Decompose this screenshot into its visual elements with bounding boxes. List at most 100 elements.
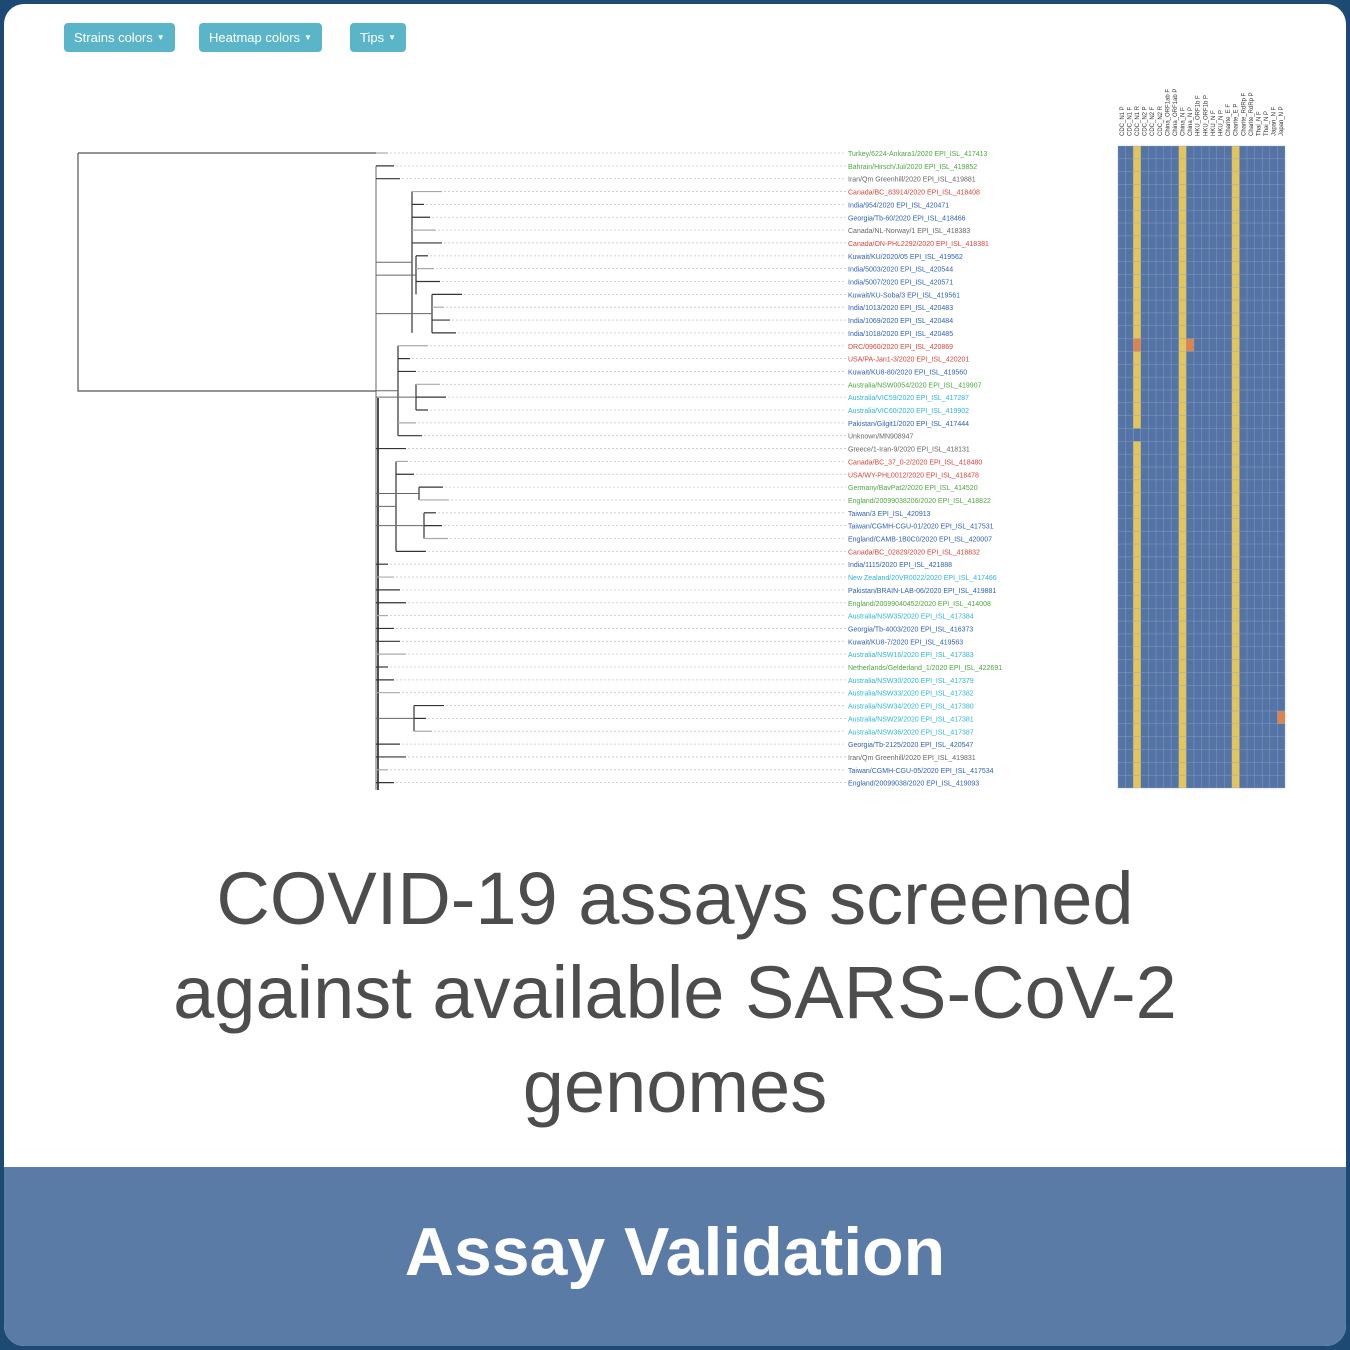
strain-label: Australia/NSW34/2020 EPI_ISL_417380 bbox=[848, 704, 974, 711]
strain-label: Taiwan/CGMH-CGU-01/2020 EPI_ISL_417531 bbox=[848, 524, 994, 531]
heatmap-column-label: Charite_E P bbox=[1234, 104, 1240, 136]
strain-label: India/5007/2020 EPI_ISL_420571 bbox=[848, 280, 953, 287]
heatmap-column-label: Charite_E F bbox=[1226, 104, 1232, 136]
strain-label: Kuwait/KU8-7/2020 EPI_ISL_419563 bbox=[848, 639, 963, 646]
strain-label: Australia/NSW36/2020 EPI_ISL_417387 bbox=[848, 729, 974, 736]
strains-colors-dropdown[interactable]: Strains colors ▼ bbox=[64, 23, 175, 52]
strain-label: India/1018/2020 EPI_ISL_420485 bbox=[848, 331, 953, 338]
strain-label: Canada/ON-PHL2292/2020 EPI_ISL_418381 bbox=[848, 241, 989, 248]
strain-label: USA/WY-PHL0012/2020 EPI_ISL_418478 bbox=[848, 472, 979, 479]
heatmap-colors-dropdown[interactable]: Heatmap colors ▼ bbox=[199, 23, 322, 52]
heatmap-column-label: Thai_N P bbox=[1264, 111, 1270, 136]
assay-validation-banner[interactable]: Assay Validation bbox=[4, 1167, 1346, 1346]
heatmap-column-label: China_N P bbox=[1188, 107, 1194, 136]
strain-label: Kuwait/KU-Soba/3 EPI_ISL_419561 bbox=[848, 292, 960, 299]
strains-colors-label: Strains colors bbox=[74, 30, 153, 45]
strain-label: Canada/NL-Norway/1 EPI_ISL_418383 bbox=[848, 228, 970, 235]
strain-label: Australia/NSW16/2020 EPI_ISL_417383 bbox=[848, 652, 974, 659]
caret-down-icon: ▼ bbox=[304, 33, 312, 42]
strain-label: Australia/NSW30/2020 EPI_ISL_417379 bbox=[848, 678, 974, 685]
heatmap-column-label: HKU_N F bbox=[1211, 110, 1217, 136]
strain-label: India/1013/2020 EPI_ISL_420483 bbox=[848, 305, 953, 312]
strain-label: India/5003/2020 EPI_ISL_420544 bbox=[848, 267, 953, 274]
heatmap-column-label: China_N F bbox=[1181, 107, 1187, 136]
strain-label: Australia/VIC59/2020 EPI_ISL_417287 bbox=[848, 395, 969, 402]
strain-label: England/CAMB-1B0C0/2020 EPI_ISL_420007 bbox=[848, 537, 992, 544]
strain-label: Netherlands/Gelderland_1/2020 EPI_ISL_42… bbox=[848, 665, 1002, 672]
heatmap-column-label: CDC_N2 R bbox=[1158, 105, 1164, 136]
heatmap-column-label: HKU_N P bbox=[1218, 110, 1224, 136]
strain-label: Iran/Qm Greenhill/2020 EPI_ISL_419831 bbox=[848, 755, 976, 762]
strain-label: Taiwan/CGMH-CGU-05/2020 EPI_ISL_417534 bbox=[848, 768, 994, 775]
strain-label: Canada/BC_02829/2020 EPI_ISL_418832 bbox=[848, 549, 980, 556]
heatmap-column-label: CDC_N2 F bbox=[1150, 106, 1156, 136]
tips-label: Tips bbox=[360, 30, 385, 45]
heatmap-column-label: Japan_N P bbox=[1279, 106, 1285, 136]
strain-label: England/20099038206/2020 EPI_ISL_418822 bbox=[848, 498, 991, 505]
strain-label: England/20099038/2020 EPI_ISL_419093 bbox=[848, 781, 979, 788]
heatmap-mismatch-cell bbox=[1277, 710, 1285, 724]
phylogeny-heatmap-panel: Strains colors ▼ Heatmap colors ▼ Tips ▼ Tu… bbox=[54, 18, 1304, 790]
heatmap-column-label: HKU_ORF1b P bbox=[1203, 95, 1209, 136]
strain-label: Canada/BC_83914/2020 EPI_ISL_418408 bbox=[848, 190, 980, 197]
tips-dropdown[interactable]: Tips ▼ bbox=[350, 23, 406, 52]
heatmap-column-label: CDC_N1 F bbox=[1127, 106, 1133, 136]
heatmap-column-label: Charite_RdRp F bbox=[1241, 92, 1247, 136]
strain-label: Australia/NSW29/2020 EPI_ISL_417381 bbox=[848, 716, 974, 723]
strain-label: England/20099040452/2020 EPI_ISL_414008 bbox=[848, 601, 991, 608]
strain-label: DRC/0960/2020 EPI_ISL_420869 bbox=[848, 344, 953, 351]
strain-label: Pakistan/BRAIN-LAB-06/2020 EPI_ISL_41988… bbox=[848, 588, 996, 595]
heatmap-column-labels: CDC_N1 P CDC_N1 F CDC_N1 R CDC_N2 P CDC_N2 F… bbox=[1120, 89, 1285, 136]
strain-label: Germany/BavPat2/2020 EPI_ISL_414520 bbox=[848, 485, 978, 492]
strain-label: Iran/Qm Greenhill/2020 EPI_ISL_419881 bbox=[848, 177, 976, 184]
heatmap-column-label: China_ORF1ab P bbox=[1173, 89, 1179, 136]
strain-label: Unknown/MN908947 bbox=[848, 434, 913, 441]
strain-label: Australia/NSW33/2020 EPI_ISL_417382 bbox=[848, 691, 974, 698]
strain-label: USA/PA-Jan1-3/2020 EPI_ISL_420201 bbox=[848, 357, 969, 364]
heatmap-column-label: Charite_RdRp P bbox=[1249, 92, 1255, 136]
strain-label: Australia/NSW0054/2020 EPI_ISL_419907 bbox=[848, 382, 982, 389]
phylogenetic-tree: Turkey/6224-Ankara1/2020 EPI_ISL_417413 B… bbox=[77, 89, 1286, 790]
heatmap-mismatch-cell bbox=[1133, 338, 1141, 352]
heatmap-mismatch-cell bbox=[1186, 338, 1194, 352]
strain-label: Turkey/6224-Ankara1/2020 EPI_ISL_417413 bbox=[848, 151, 988, 158]
caret-down-icon: ▼ bbox=[388, 33, 396, 42]
strain-label: India/954/2020 EPI_ISL_420471 bbox=[848, 202, 949, 209]
strain-label: Greece/1-Iran-9/2020 EPI_ISL_418131 bbox=[848, 447, 970, 454]
caret-down-icon: ▼ bbox=[156, 33, 165, 42]
caption-line-3: genomes bbox=[522, 1045, 828, 1128]
heatmap-cell bbox=[1133, 428, 1141, 442]
strain-label: Bahrain/Hirsch/Jul/2020 EPI_ISL_419852 bbox=[848, 164, 977, 171]
heatmap-colors-label: Heatmap colors bbox=[209, 30, 301, 45]
strain-label: New Zealand/20VR0022/2020 EPI_ISL_417466 bbox=[848, 575, 997, 582]
strain-label: Georgia/Tb-2125/2020 EPI_ISL_420547 bbox=[848, 742, 973, 749]
heatmap-column-label: CDC_N1 P bbox=[1120, 106, 1126, 136]
heatmap-column-label: CDC_N2 P bbox=[1143, 106, 1149, 136]
caption-line-2: against available SARS-CoV-2 bbox=[173, 951, 1177, 1034]
strain-label: Australia/VIC60/2020 EPI_ISL_419902 bbox=[848, 408, 969, 415]
strain-label: Kuwait/KU8-80/2020 EPI_ISL_419560 bbox=[848, 369, 967, 376]
heatmap-column-label: Japan_N F bbox=[1272, 106, 1278, 136]
tree-branches bbox=[77, 152, 462, 790]
heatmap-column-label: China_ORF1ab F bbox=[1165, 89, 1171, 136]
assay-validation-card[interactable]: Strains colors ▼ Heatmap colors ▼ Tips ▼ Tu… bbox=[4, 4, 1346, 1346]
strain-label: India/1115/2020 EPI_ISL_421888 bbox=[848, 562, 952, 569]
strain-label: Pakistan/Gilgit1/2020 EPI_ISL_417444 bbox=[848, 421, 969, 428]
strain-label: Taiwan/3 EPI_ISL_420913 bbox=[848, 511, 931, 518]
heatmap-column-label: CDC_N1 R bbox=[1135, 105, 1141, 136]
caption: COVID-19 assays screened against availab… bbox=[4, 852, 1346, 1134]
strain-labels: Turkey/6224-Ankara1/2020 EPI_ISL_417413 B… bbox=[848, 151, 1002, 788]
strain-label: Kuwait/KU/2020/05 EPI_ISL_419562 bbox=[848, 254, 963, 261]
heatmap-column-label: HKU_ORF1b F bbox=[1196, 95, 1202, 136]
strain-label: Georgia/Tb-4003/2020 EPI_ISL_416373 bbox=[848, 626, 973, 633]
heatmap-grid bbox=[1117, 145, 1286, 789]
strain-label: Australia/NSW35/2020 EPI_ISL_417384 bbox=[848, 614, 974, 621]
strain-label: India/1069/2020 EPI_ISL_420484 bbox=[848, 318, 953, 325]
strain-label: Georgia/Tb-60/2020 EPI_ISL_418466 bbox=[848, 215, 966, 222]
heatmap-column-label: Thai_N F bbox=[1256, 111, 1262, 136]
caption-line-1: COVID-19 assays screened bbox=[216, 857, 1134, 940]
strain-label: Canada/BC_37_0-2/2020 EPI_ISL_418480 bbox=[848, 459, 982, 466]
banner-title: Assay Validation bbox=[404, 1214, 946, 1290]
root-branch bbox=[77, 153, 376, 392]
tree-leader-lines bbox=[390, 152, 846, 784]
